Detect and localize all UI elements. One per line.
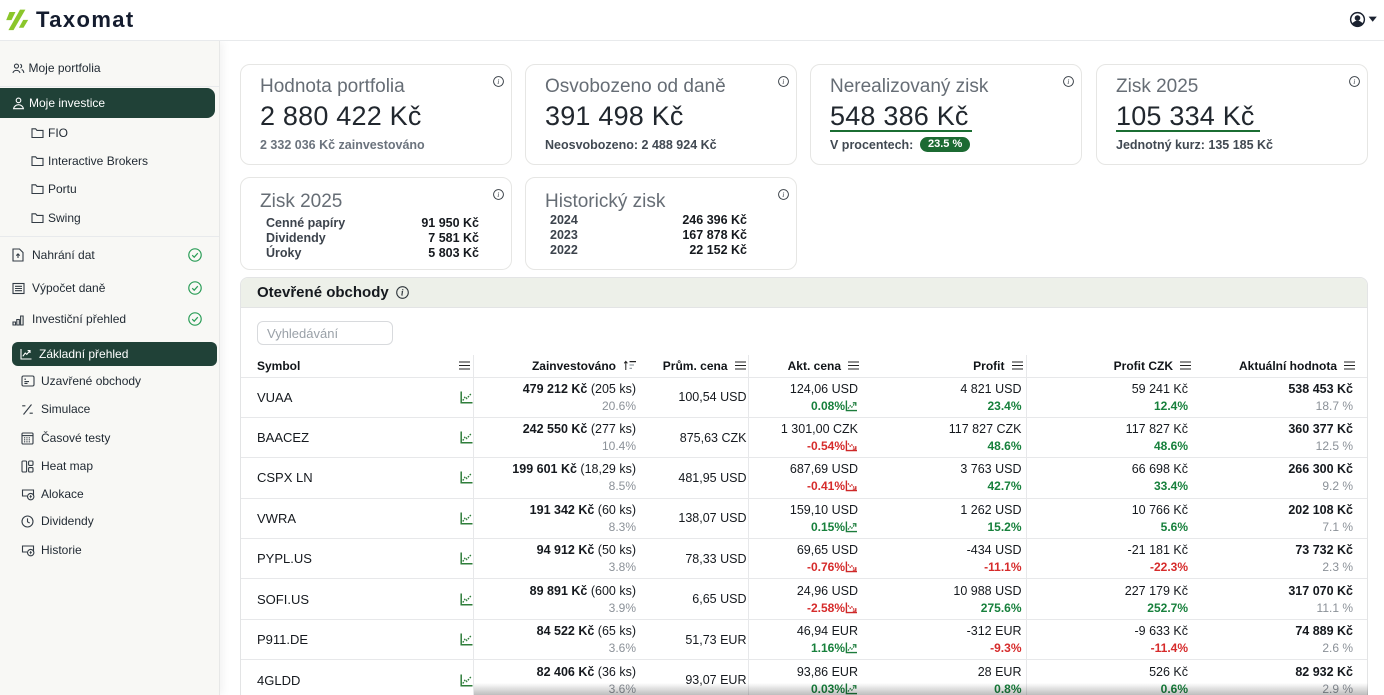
svg-text:i: i [497, 190, 499, 199]
svg-text:i: i [401, 288, 404, 298]
svg-text:i: i [1353, 77, 1355, 86]
svg-text:i: i [782, 77, 784, 86]
svg-text:i: i [497, 77, 499, 86]
svg-text:i: i [782, 190, 784, 199]
svg-text:i: i [1067, 77, 1069, 86]
